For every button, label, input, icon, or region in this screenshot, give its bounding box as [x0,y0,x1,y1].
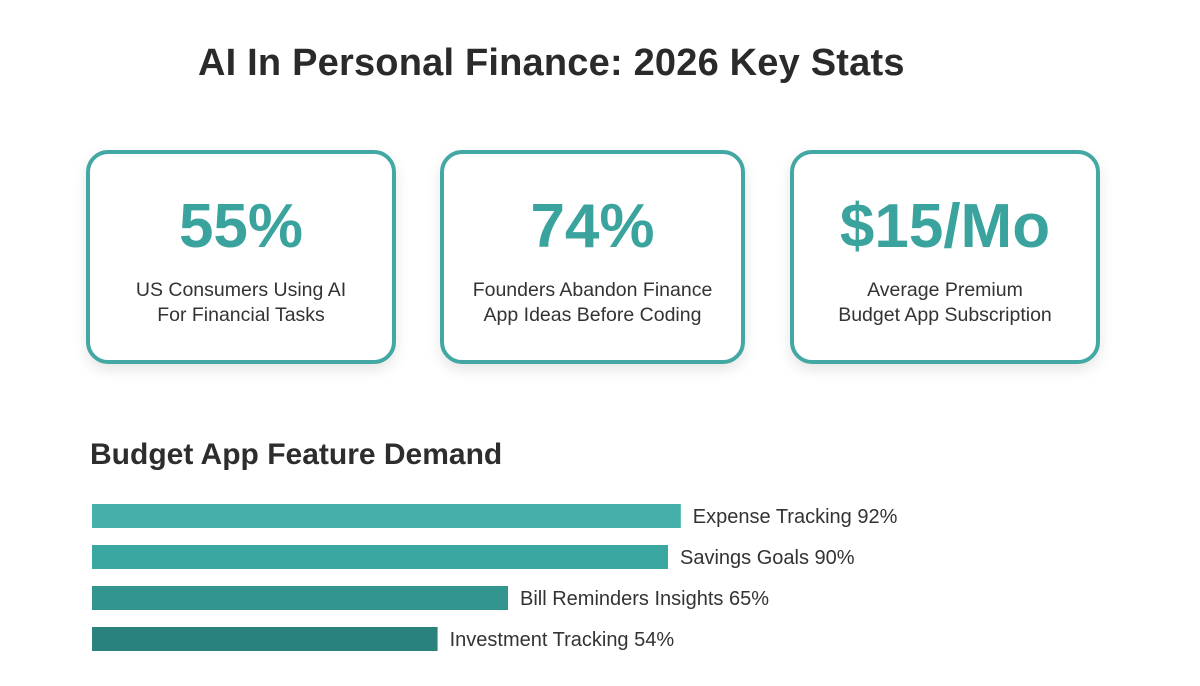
bar-label: Investment Tracking 54% [450,629,675,651]
stat-label-line: App Ideas Before Coding [483,304,702,326]
bar-savings-goals [92,545,668,569]
bar-bill-reminders-insights [92,586,508,610]
stat-label: Founders Abandon Finance App Ideas Befor… [454,278,731,328]
stat-label-line: Budget App Subscription [838,304,1052,326]
stat-label: US Consumers Using AI For Financial Task… [100,278,382,328]
bar-label: Savings Goals 90% [680,547,855,569]
bar-label: Bill Reminders Insights 65% [520,588,769,610]
stat-value: 74% [530,192,655,261]
stat-card-subscription: $15/Mo Average Premium Budget App Subscr… [790,150,1100,364]
feature-demand-bar-chart: Expense Tracking 92% Savings Goals 90% Bil… [92,504,898,651]
stat-label-line: US Consumers Using AI [135,279,347,301]
page-title: AI In Personal Finance: 2026 Key Stats [198,42,905,84]
bar-expense-tracking [92,504,681,528]
stat-card-consumers: 55% US Consumers Using AI For Financial … [86,150,396,364]
stat-card-founders: 74% Founders Abandon Finance App Ideas B… [440,150,745,364]
bar-investment-tracking [92,627,438,651]
stat-label: Average Premium Budget App Subscription [804,278,1086,328]
chart-title: Budget App Feature Demand [90,438,503,471]
stat-value: 55% [178,192,304,261]
stat-label-line: Founders Abandon Finance [472,279,713,301]
stat-label-line: For Financial Tasks [157,304,325,326]
stat-label-line: Average Premium [867,279,1023,301]
stat-value: $15/Mo [839,192,1051,261]
bar-label: Expense Tracking 92% [693,506,898,528]
